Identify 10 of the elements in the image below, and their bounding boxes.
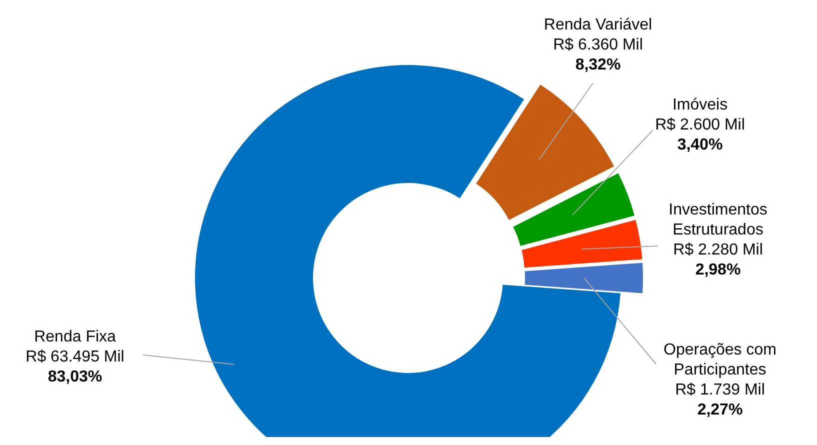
data-label: R$ 6.360 Mil 8,32% — [553, 36, 643, 74]
data-label: R$ 1.739 Mil 2,27% — [675, 382, 765, 418]
data-label: R$ 2.600 Mil 3,40% — [655, 116, 745, 154]
data-label: R$ 63.495 Mil 83,03% — [26, 348, 124, 386]
slice-label: Renda Variável — [544, 16, 652, 34]
data-label: R$ 2.280 Mil 2,98% — [673, 242, 763, 278]
slice-label: Investimentos Estruturados — [668, 202, 768, 238]
slice-label: Operações com Participantes — [664, 342, 776, 378]
slice-label: Renda Fixa — [34, 328, 116, 346]
slice-label: Imóveis — [672, 96, 728, 114]
